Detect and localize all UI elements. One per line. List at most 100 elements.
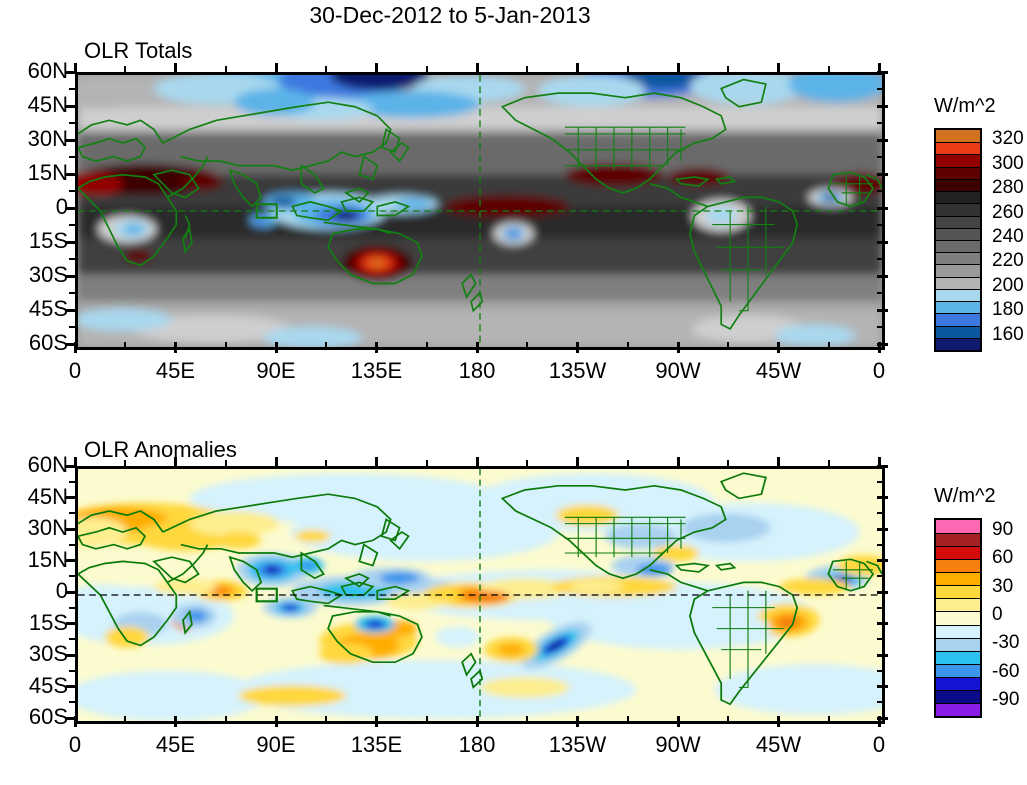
y-tick-r-anoms-0 (877, 464, 888, 468)
y-minor-r-totals-7 (877, 326, 885, 328)
y-minor-totals-2 (69, 156, 77, 158)
colorbar-band-anoms-0 (934, 520, 982, 534)
y-tick-anoms-8 (66, 716, 77, 720)
y-minor-r-totals-1 (877, 122, 885, 124)
colorbar-label-anoms-0: 90 (992, 519, 1014, 541)
x-minor-t-totals-3 (425, 66, 428, 74)
x-minor-t-anoms-5 (626, 460, 629, 468)
colorbar-label-totals-8: 160 (992, 323, 1024, 345)
x-minor-t-totals-6 (727, 66, 730, 74)
y-tick-totals-7 (66, 308, 77, 312)
x-tick-t-totals-2 (274, 63, 278, 74)
x-minor-anoms-0 (124, 716, 127, 724)
colorbar-band-anoms-7 (934, 611, 982, 625)
axis-label-y-totals-4: 0 (55, 194, 68, 219)
x-tick-anoms-2 (274, 716, 278, 727)
x-tick-totals-1 (174, 342, 177, 353)
x-tick-totals-0 (73, 342, 77, 353)
y-minor-totals-5 (69, 258, 77, 260)
colorbar-band-anoms-3 (934, 559, 982, 573)
x-tick-totals-4 (475, 342, 479, 353)
x-minor-anoms-7 (827, 716, 830, 724)
colorbar-band-totals-0 (934, 130, 982, 143)
page-title: 30-Dec-2012 to 5-Jan-2013 (309, 2, 591, 28)
colorbar-band-anoms-4 (934, 572, 982, 586)
colorbar-band-totals-12 (934, 276, 982, 289)
y-tick-r-totals-1 (877, 104, 888, 108)
x-minor-totals-5 (626, 342, 629, 350)
y-minor-totals-4 (69, 224, 77, 226)
colorbar-band-anoms-13 (934, 689, 982, 703)
y-minor-r-totals-6 (877, 292, 885, 294)
y-minor-r-anoms-5 (877, 638, 885, 641)
colorbar-band-totals-8 (934, 227, 982, 240)
x-minor-totals-4 (526, 342, 529, 350)
colorbar-band-anoms-8 (934, 624, 982, 638)
y-tick-r-anoms-4 (877, 590, 888, 594)
x-minor-anoms-1 (224, 716, 227, 724)
y-tick-r-anoms-7 (877, 685, 888, 688)
axis-label-y-totals-7: 45S (28, 296, 68, 321)
map-canvas-anomalies (78, 469, 882, 721)
axis-label-y-totals-1: 45N (27, 92, 68, 117)
x-tick-t-anoms-2 (274, 457, 278, 468)
y-minor-r-anoms-7 (877, 701, 885, 704)
colorbar-label-totals-7: 180 (992, 299, 1024, 321)
x-minor-t-anoms-4 (526, 460, 529, 468)
region-box-marker-anomalies (255, 587, 278, 603)
x-tick-anoms-4 (475, 716, 479, 727)
colorbar-band-anoms-11 (934, 663, 982, 677)
y-tick-r-totals-0 (877, 70, 888, 74)
x-minor-anoms-3 (425, 716, 428, 724)
axis-label-y-anoms-6: 30S (28, 641, 68, 666)
axis-label-x-totals-6: 90W (655, 358, 701, 383)
x-tick-t-anoms-5 (576, 457, 579, 468)
colorbar-label-anoms-3: 0 (992, 604, 1003, 625)
x-minor-totals-3 (425, 342, 428, 350)
y-minor-r-anoms-2 (877, 543, 885, 546)
axis-label-y-anoms-3: 15N (27, 546, 68, 572)
colorbar-label-anoms-5: -60 (992, 660, 1020, 682)
colorbar-band-anoms-14 (934, 702, 982, 716)
panel-olr-totals: OLR Totals (75, 38, 885, 350)
y-minor-anoms-1 (69, 512, 77, 515)
panel-title-olr-totals: OLR Totals (84, 38, 193, 63)
y-minor-totals-3 (69, 190, 77, 192)
x-minor-t-anoms-7 (827, 460, 830, 468)
y-minor-r-totals-3 (877, 190, 885, 192)
x-tick-totals-3 (375, 342, 378, 353)
axis-label-y-totals-5: 15S (28, 228, 68, 253)
axis-label-y-totals-6: 30S (28, 262, 68, 287)
colorbar-band-totals-17 (934, 337, 982, 350)
x-tick-t-anoms-8 (877, 457, 881, 468)
colorbar-band-totals-3 (934, 166, 982, 179)
x-tick-anoms-1 (174, 716, 177, 727)
y-tick-totals-4 (66, 206, 77, 210)
colorbar-band-totals-7 (934, 215, 982, 228)
colorbar-label-totals-1: 300 (992, 152, 1024, 174)
colorbar-label-anoms-2: 30 (992, 575, 1014, 597)
colorbar-band-totals-15 (934, 313, 982, 326)
colorbar-label-totals-3: 260 (992, 201, 1024, 223)
axis-label-y-anoms-1: 45N (27, 483, 68, 509)
axis-label-x-totals-4: 180 (458, 358, 496, 383)
colorbar-label-anoms-1: 60 (992, 547, 1014, 569)
colorbar-band-totals-6 (934, 203, 982, 216)
y-tick-anoms-0 (66, 464, 77, 468)
y-tick-totals-2 (66, 138, 77, 142)
axis-label-x-anoms-3: 135E (350, 732, 403, 757)
y-minor-anoms-6 (69, 669, 77, 672)
axis-label-x-totals-8: 0 (872, 358, 886, 383)
y-tick-r-anoms-2 (877, 527, 888, 531)
y-tick-r-totals-6 (877, 274, 888, 278)
x-minor-t-totals-0 (124, 66, 127, 74)
x-minor-anoms-5 (626, 716, 629, 724)
axis-label-x-totals-0: 0 (68, 358, 82, 383)
x-tick-t-anoms-7 (777, 457, 780, 468)
colorbar-band-anoms-1 (934, 533, 982, 547)
x-minor-totals-7 (827, 342, 830, 350)
colorbar-label-totals-2: 280 (992, 177, 1024, 199)
y-minor-totals-7 (69, 326, 77, 328)
y-minor-anoms-2 (69, 543, 77, 546)
x-tick-t-totals-4 (475, 63, 479, 74)
